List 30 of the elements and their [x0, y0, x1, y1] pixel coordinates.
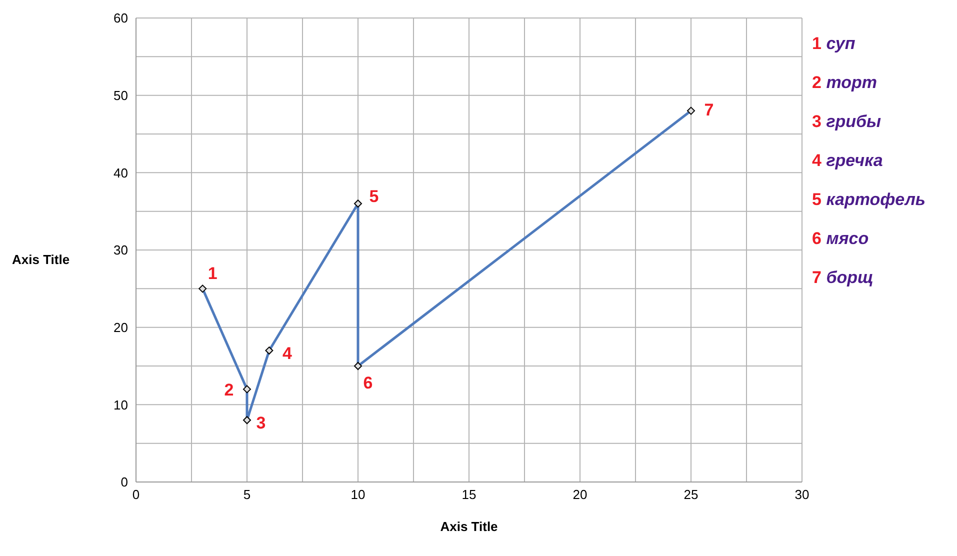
y-tick-label: 20 [114, 320, 128, 335]
y-tick-label: 30 [114, 242, 128, 258]
text: 7 борщ [812, 268, 874, 287]
annotation: 2 [224, 380, 234, 400]
text: 3 грибы [812, 112, 882, 131]
x-tick-label: 5 [243, 487, 251, 502]
y-tick-label: 50 [114, 88, 128, 103]
x-tick-label: 15 [462, 487, 476, 502]
annotation: 7 [704, 100, 714, 120]
annotation: 5 [369, 187, 379, 206]
y-tick-label: 40 [114, 165, 128, 180]
annotation: 3 [256, 414, 266, 433]
text: 1 суп [812, 34, 856, 53]
x-tick-label: 0 [132, 487, 140, 502]
annotation: 6 [363, 373, 373, 392]
text: 5 картофель [812, 190, 926, 209]
text: 6 мясо [812, 229, 869, 248]
text: 2 торт [812, 73, 877, 92]
x-tick-label: 25 [684, 487, 698, 502]
x-tick-label: 10 [350, 487, 366, 502]
y-tick-label: 0 [120, 474, 128, 490]
y-tick-label: 10 [114, 397, 128, 412]
y-axis-title: Axis Title [12, 252, 70, 267]
y-tick-label: 60 [114, 10, 128, 26]
x-tick-label: 20 [572, 487, 588, 502]
annotation: 1 [208, 264, 218, 284]
x-tick-label: 30 [794, 487, 810, 502]
text: 4 гречка [812, 151, 883, 170]
x-axis-title: Axis Title [439, 519, 499, 534]
annotation: 4 [282, 344, 292, 364]
